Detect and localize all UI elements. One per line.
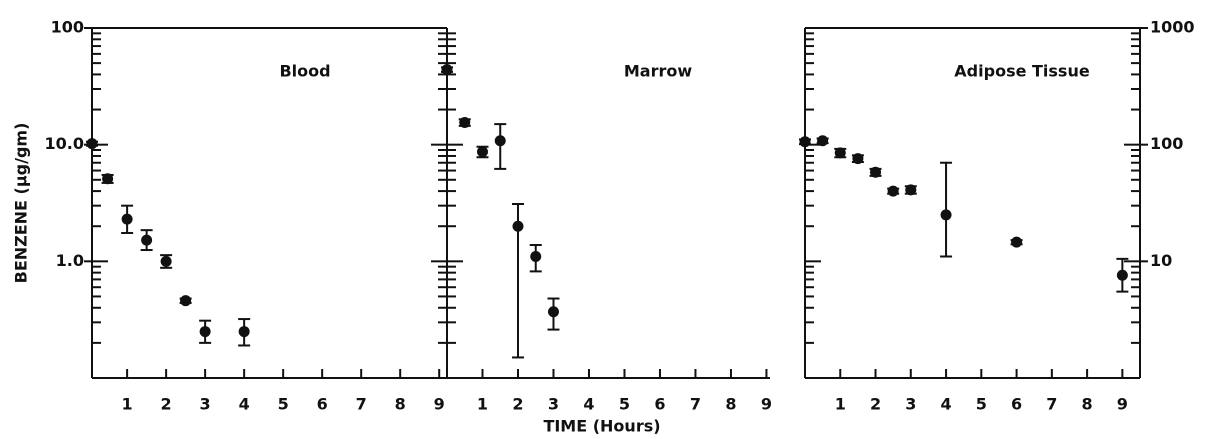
data-point — [547, 306, 559, 318]
x-tick-label: 5 — [619, 395, 630, 414]
x-tick-label: 2 — [161, 395, 172, 414]
x-tick-label: 9 — [1117, 395, 1128, 414]
data-point — [530, 251, 542, 263]
y-tick-label: 100 — [1150, 134, 1183, 153]
x-tick-label: 6 — [317, 395, 328, 414]
y-tick-label: 10.0 — [45, 134, 84, 153]
x-tick-label: 9 — [761, 395, 772, 414]
data-point — [905, 184, 917, 196]
x-tick-label: 3 — [200, 395, 211, 414]
x-tick-label: 7 — [356, 395, 367, 414]
data-point — [476, 146, 488, 158]
x-tick-label: 7 — [690, 395, 701, 414]
data-point — [441, 64, 453, 76]
x-tick-label: 4 — [239, 395, 250, 414]
data-point — [459, 116, 471, 128]
data-point — [121, 213, 133, 225]
data-point — [180, 295, 192, 307]
x-tick-label: 6 — [1011, 395, 1022, 414]
y-axis-label: BENZENE (µg/gm) — [12, 123, 31, 284]
x-tick-label: 6 — [654, 395, 665, 414]
x-tick-label: 8 — [1082, 395, 1093, 414]
data-point — [1011, 236, 1023, 248]
data-point — [887, 185, 899, 197]
x-tick-label: 1 — [835, 395, 846, 414]
panel-title: Adipose Tissue — [954, 62, 1090, 81]
data-point — [494, 135, 506, 147]
data-point — [512, 220, 524, 232]
data-point — [1116, 269, 1128, 281]
data-point — [834, 147, 846, 159]
data-point — [799, 136, 811, 148]
data-point — [141, 234, 153, 246]
x-tick-label: 4 — [583, 395, 594, 414]
y-tick-label: 1.0 — [56, 251, 84, 270]
error-bar — [494, 123, 507, 170]
data-point — [160, 255, 172, 267]
panel-title: Blood — [279, 62, 330, 81]
data-point — [199, 326, 211, 338]
x-tick-label: 8 — [395, 395, 406, 414]
x-tick-label: 4 — [940, 395, 951, 414]
x-tick-label: 2 — [512, 395, 523, 414]
x-tick-label: 5 — [278, 395, 289, 414]
x-tick-label: 3 — [905, 395, 916, 414]
data-point — [238, 326, 250, 338]
data-point — [940, 209, 952, 221]
data-point — [817, 135, 829, 147]
x-tick-label: 5 — [976, 395, 987, 414]
x-tick-label: 3 — [548, 395, 559, 414]
data-point — [852, 153, 864, 165]
y-tick-label: 1000 — [1150, 18, 1195, 37]
x-tick-label: 9 — [434, 395, 445, 414]
data-point — [86, 138, 98, 150]
data-point — [102, 173, 114, 185]
x-tick-label: 7 — [1046, 395, 1057, 414]
x-axis-label: TIME (Hours) — [543, 417, 660, 436]
x-tick-label: 1 — [122, 395, 133, 414]
y-tick-label: 100 — [51, 18, 84, 37]
x-tick-label: 8 — [725, 395, 736, 414]
panel-title: Marrow — [624, 62, 692, 81]
x-tick-label: 2 — [870, 395, 881, 414]
y-tick-label: 10 — [1150, 251, 1172, 270]
x-tick-label: 1 — [477, 395, 488, 414]
data-point — [870, 166, 882, 178]
